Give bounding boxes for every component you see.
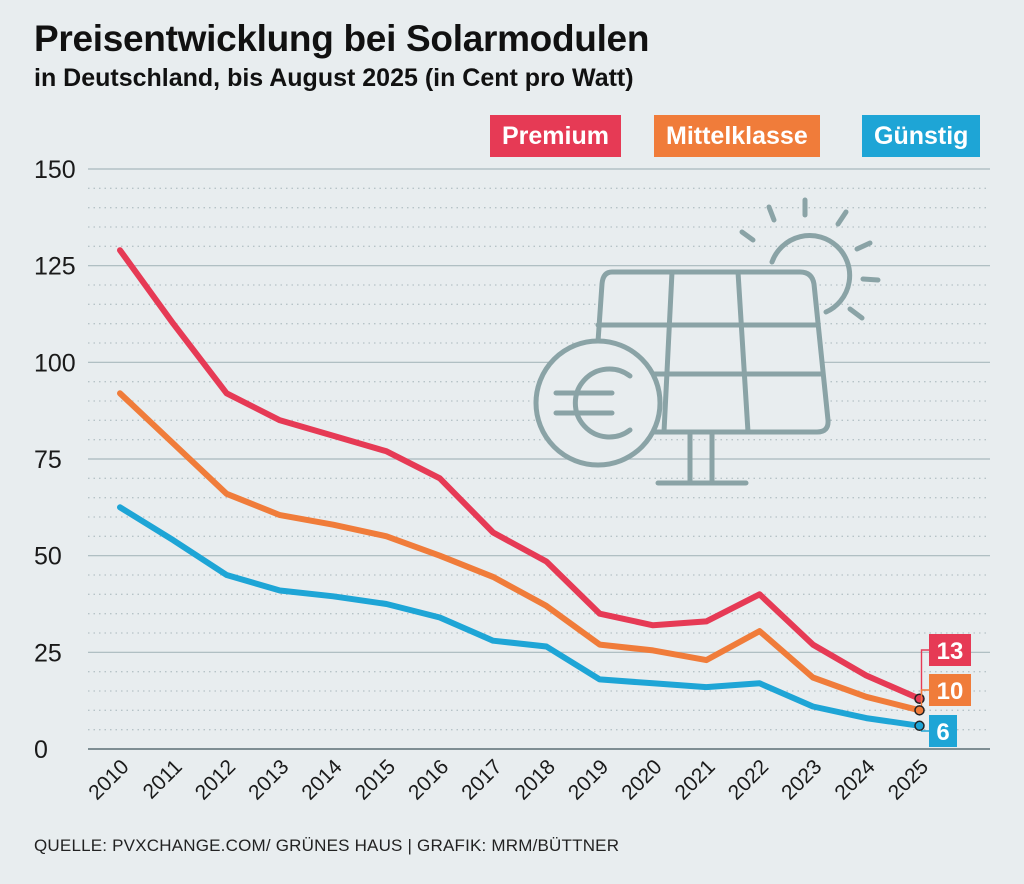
- x-tick-label: 2022: [724, 755, 773, 804]
- end-label-value: 6: [936, 719, 949, 746]
- x-tick-label: 2017: [457, 755, 506, 804]
- x-tick-label: 2010: [84, 755, 133, 804]
- end-point-marker: [914, 693, 925, 704]
- x-tick-label: 2018: [511, 755, 560, 804]
- x-axis-labels: 2010 2011 2012 2013 2014 2015 2016 2017 2018 2019…: [84, 755, 933, 805]
- x-tick-label: 2015: [351, 755, 400, 804]
- x-tick-label: 2013: [244, 755, 293, 804]
- grid-lines: [88, 168, 990, 750]
- source-note: QUELLE: PVXCHANGE.COM/ GRÜNES HAUS | GRA…: [34, 836, 620, 855]
- y-tick-label: 0: [34, 736, 48, 764]
- x-tick-label: 2021: [671, 755, 720, 804]
- legend-premium: Premium: [490, 115, 621, 157]
- chart-subtitle: in Deutschland, bis August 2025 (in Cent…: [34, 64, 634, 92]
- x-tick-label: 2016: [404, 755, 453, 804]
- end-label-value: 13: [937, 638, 964, 665]
- y-axis-labels: 0 25 50 75 100 125 150: [34, 156, 76, 764]
- y-tick-label: 75: [34, 446, 62, 474]
- x-tick-label: 2023: [777, 755, 826, 804]
- x-tick-label: 2019: [564, 755, 613, 804]
- end-point-marker: [914, 705, 925, 716]
- end-label-box: [929, 674, 971, 706]
- solar-panel-euro-icon: [533, 197, 881, 486]
- y-tick-label: 150: [34, 156, 76, 184]
- x-tick-label: 2024: [830, 755, 880, 805]
- legend-mittelklasse: Mittelklasse: [654, 115, 820, 157]
- series-line-0: [117, 247, 923, 702]
- end-label-value: 10: [937, 678, 964, 705]
- series-line-1: [117, 390, 923, 714]
- y-tick-label: 25: [34, 639, 62, 667]
- end-labels: 13 10 6: [914, 634, 971, 747]
- x-tick-label: 2014: [297, 755, 347, 805]
- end-label-box: [929, 715, 957, 747]
- y-tick-label: 50: [34, 543, 62, 571]
- end-label-box: [929, 634, 971, 666]
- series-line-2: [117, 504, 923, 729]
- y-tick-label: 100: [34, 349, 76, 377]
- x-tick-label: 2020: [617, 755, 666, 804]
- legend-guenstig: Günstig: [862, 115, 981, 157]
- x-tick-label: 2012: [191, 755, 240, 804]
- chart-title: Preisentwicklung bei Solarmodulen: [34, 18, 650, 59]
- x-tick-label: 2025: [884, 755, 933, 804]
- series-lines: [117, 247, 923, 729]
- end-point-marker: [914, 720, 925, 732]
- x-tick-label: 2011: [139, 755, 187, 803]
- y-tick-label: 125: [34, 253, 76, 281]
